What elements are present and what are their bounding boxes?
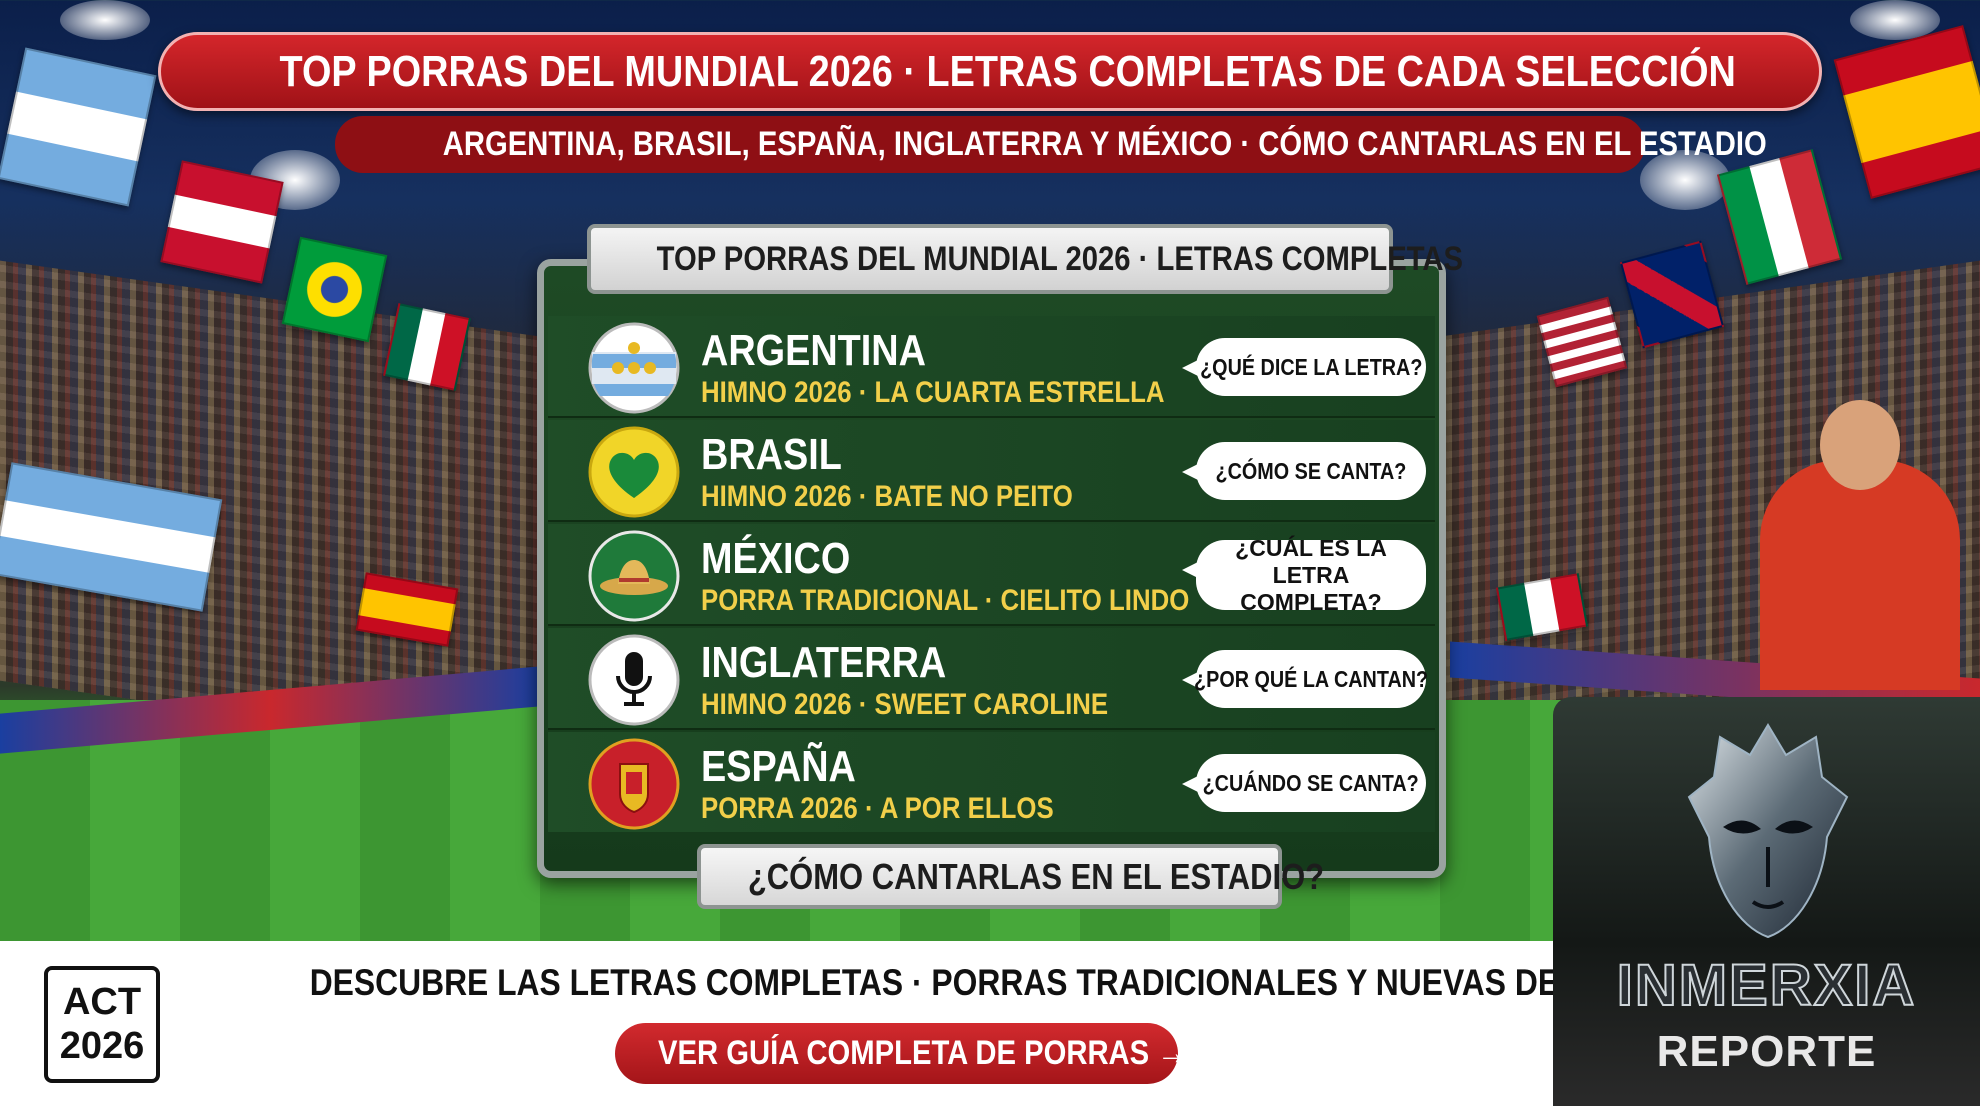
question-bubble[interactable]: ¿CUÁL ES LA LETRA COMPLETA? (1182, 535, 1426, 615)
question: ¿CUÁL ES LA LETRA COMPLETA? (1235, 534, 1387, 615)
subtitle: ARGENTINA, BRASIL, ESPAÑA, INGLATERRA Y … (442, 125, 1767, 163)
subtitle-banner: ARGENTINA, BRASIL, ESPAÑA, INGLATERRA Y … (335, 116, 1767, 173)
panel-footer: ¿CÓMO CANTARLAS EN EL ESTADIO? (697, 844, 1324, 909)
question-bubble[interactable]: ¿QUÉ DICE LA LETRA? (1182, 338, 1426, 396)
team-row: ARGENTINA HIMNO 2026 · LA CUARTA ESTRELL… (548, 316, 1435, 418)
brand-name: INMERXIA (1616, 952, 1917, 1019)
team-name: ARGENTINA (701, 326, 926, 375)
button-label: VER GUÍA COMPLETA DE PORRAS → (658, 1034, 1187, 1072)
panel-title: TOP PORRAS DEL MUNDIAL 2026 · LETRAS COM… (656, 240, 1464, 278)
brand-panel: INMERXIA REPORTE (1553, 697, 1980, 1106)
question: ¿CÓMO SE CANTA? (1215, 457, 1407, 484)
team-icon (588, 634, 680, 726)
badge-line: 2026 (59, 1025, 145, 1067)
question: ¿CUÁNDO SE CANTA? (1202, 769, 1420, 796)
team-name: INGLATERRA (701, 638, 947, 687)
team-icon (588, 530, 680, 622)
team-row: ESPAÑA PORRA 2026 · A POR ELLOS ¿CUÁNDO … (548, 732, 1435, 832)
team-anthem: HIMNO 2026 · BATE NO PEITO (701, 480, 1073, 513)
title: TOP PORRAS DEL MUNDIAL 2026 · LETRAS COM… (279, 47, 1736, 96)
team-icon (588, 738, 680, 830)
title-banner: TOP PORRAS DEL MUNDIAL 2026 · LETRAS COM… (158, 32, 1822, 111)
panel-footer-text: ¿CÓMO CANTARLAS EN EL ESTADIO? (747, 856, 1325, 897)
team-anthem: HIMNO 2026 · LA CUARTA ESTRELLA (701, 376, 1165, 409)
floodlight (1640, 150, 1730, 210)
floodlight (1850, 0, 1940, 40)
guide-button[interactable]: VER GUÍA COMPLETA DE PORRAS → (615, 1023, 1187, 1084)
brand-tagline: REPORTE (1656, 1027, 1877, 1076)
mask-logo (1687, 723, 1849, 939)
panel-title-box: TOP PORRAS DEL MUNDIAL 2026 · LETRAS COM… (587, 224, 1463, 294)
flag (383, 303, 471, 391)
question-bubble[interactable]: ¿CÓMO SE CANTA? (1182, 442, 1426, 500)
footer-text-box: DESCUBRE LAS LETRAS COMPLETAS · PORRAS T… (200, 962, 1658, 1004)
team-anthem: PORRA 2026 · A POR ELLOS (701, 792, 1054, 825)
fan (1820, 400, 1900, 490)
team-name: MÉXICO (701, 534, 851, 583)
team-name: BRASIL (701, 430, 842, 479)
question-bubble[interactable]: ¿CUÁNDO SE CANTA? (1182, 754, 1426, 812)
badge-line: ACT (62, 981, 142, 1023)
fan (1760, 460, 1960, 690)
team-anthem: HIMNO 2026 · SWEET CAROLINE (701, 688, 1109, 721)
team-name: ESPAÑA (701, 742, 856, 791)
team-row: BRASIL HIMNO 2026 · BATE NO PEITO ¿CÓMO … (548, 420, 1435, 522)
footer-text: DESCUBRE LAS LETRAS COMPLETAS · PORRAS T… (309, 962, 1658, 1003)
question: ¿QUÉ DICE LA LETRA? (1199, 353, 1423, 380)
flag (0, 47, 157, 207)
team-row: INGLATERRA HIMNO 2026 · SWEET CAROLINE ¿… (548, 628, 1435, 730)
team-icon (588, 322, 680, 414)
team-anthem: PORRA TRADICIONAL · CIELITO LINDO (701, 584, 1190, 617)
flag (1833, 25, 1980, 199)
act-badge: ACT 2026 (44, 966, 160, 1083)
question-bubble[interactable]: ¿POR QUÉ LA CANTAN? (1182, 650, 1429, 708)
team-row: MÉXICO PORRA TRADICIONAL · CIELITO LINDO… (548, 524, 1435, 626)
flag (281, 236, 388, 343)
question: ¿POR QUÉ LA CANTAN? (1193, 665, 1429, 692)
team-icon (588, 426, 680, 518)
flag (160, 160, 284, 284)
floodlight (60, 0, 150, 40)
